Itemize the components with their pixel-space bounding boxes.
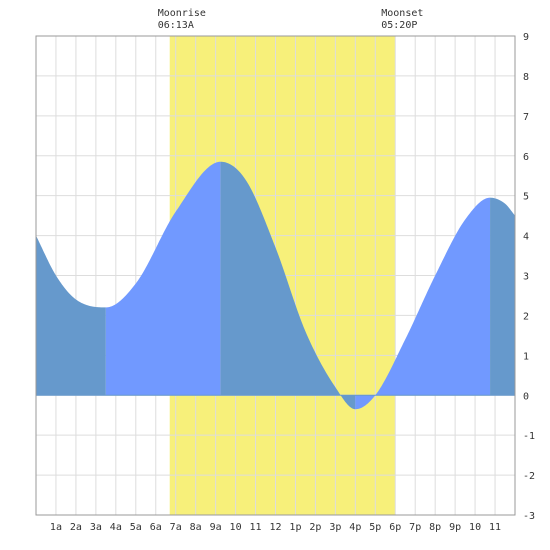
- x-tick-label: 9a: [210, 522, 222, 533]
- x-tick-label: 7p: [409, 522, 421, 533]
- x-tick-label: 4a: [110, 522, 122, 533]
- tide-segment: [490, 197, 515, 396]
- y-tick-label: 6: [523, 152, 529, 163]
- x-tick-label: 1a: [50, 522, 62, 533]
- tide-area: [36, 161, 515, 410]
- x-tick-label: 10: [469, 522, 481, 533]
- plot-frame: [35, 35, 516, 516]
- x-tick-label: 6a: [150, 522, 162, 533]
- x-tick-label: 8a: [190, 522, 202, 533]
- x-tick-label: 6p: [389, 522, 401, 533]
- y-tick-label: 7: [523, 112, 529, 123]
- y-tick-label: 8: [523, 72, 529, 83]
- y-tick-label: 1: [523, 351, 529, 362]
- x-tick-label: 1p: [289, 522, 301, 533]
- x-tick-label: 10: [230, 522, 242, 533]
- x-tick-label: 3p: [329, 522, 341, 533]
- y-tick-label: 2: [523, 311, 529, 322]
- x-tick-label: 4p: [349, 522, 361, 533]
- x-tick-label: 7a: [170, 522, 182, 533]
- x-tick-label: 2p: [309, 522, 321, 533]
- y-tick-label: -1: [523, 431, 535, 442]
- x-tick-label: 2a: [70, 522, 82, 533]
- y-tick-label: 0: [523, 391, 529, 402]
- moonset-time: 05:20P: [381, 20, 417, 31]
- x-tick-label: 5p: [369, 522, 381, 533]
- moonset-title: Moonset: [381, 8, 423, 19]
- x-tick-label: 12: [269, 522, 281, 533]
- x-tick-label: 9p: [449, 522, 461, 533]
- y-tick-label: 9: [523, 32, 529, 43]
- moonrise-title: Moonrise: [158, 8, 206, 19]
- tide-segment: [36, 235, 106, 396]
- y-tick-label: 5: [523, 192, 529, 203]
- y-tick-label: 3: [523, 272, 529, 283]
- y-tick-label: -2: [523, 471, 535, 482]
- moonrise-time: 06:13A: [158, 20, 194, 31]
- tide-segment: [220, 161, 356, 410]
- x-tick-label: 3a: [90, 522, 102, 533]
- x-tick-label: 11: [489, 522, 501, 533]
- y-tick-label: -3: [523, 511, 535, 522]
- y-tick-label: 4: [523, 232, 529, 243]
- x-tick-label: 8p: [429, 522, 441, 533]
- tide-segment: [105, 161, 221, 396]
- x-tick-label: 11: [250, 522, 262, 533]
- x-axis-ticks: 1a 2a 3a 4a 5a 6a 7a 8a 9a 10 11 12 1p 2p 3p 4p 5p 6p 7p 8p…: [50, 522, 501, 533]
- y-axis-ticks: -3 -2 -1 0 1 2 3 4 5 6 7 8 9: [523, 32, 535, 522]
- tide-segment: [355, 197, 491, 410]
- x-tick-label: 5a: [130, 522, 142, 533]
